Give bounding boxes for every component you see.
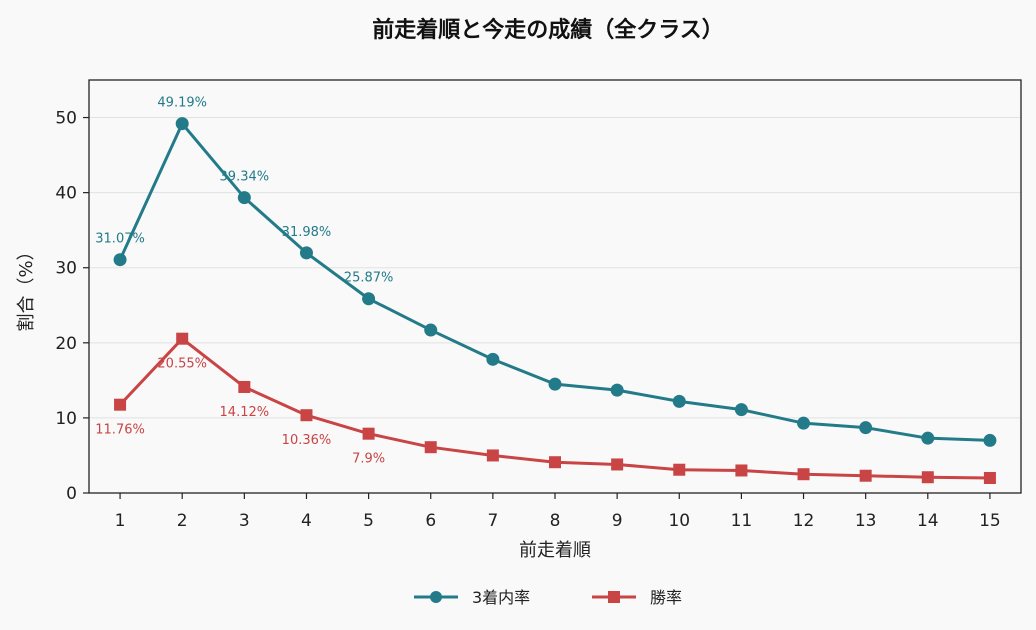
x-tick-label: 3: [239, 511, 250, 531]
series-1-point: [610, 383, 624, 397]
series-layer: [113, 117, 997, 484]
series-2-point: [486, 449, 499, 462]
data-label: 25.87%: [344, 271, 394, 286]
x-axis-label: 前走着順: [519, 540, 591, 561]
series-1-point: [734, 403, 748, 417]
legend-item-series-2: 勝率: [592, 588, 682, 607]
series-1-point: [113, 253, 127, 267]
legend-label-series-2: 勝率: [650, 588, 682, 607]
series-1-point: [175, 117, 189, 131]
x-tick-label: 14: [917, 511, 939, 531]
y-tick-label: 40: [55, 184, 77, 204]
x-tick-label: 12: [793, 511, 815, 531]
series-1-point: [362, 292, 376, 306]
series-2-point: [424, 441, 437, 454]
series-1-point: [486, 352, 500, 366]
grid-lines: [89, 117, 1021, 419]
x-tick-label: 15: [979, 511, 1001, 531]
data-labels: 31.07% 49.19% 39.34% 31.98% 25.87% 11.76% 20.5…: [95, 96, 393, 467]
series-2-point: [362, 427, 375, 440]
series-1-point: [299, 246, 313, 260]
legend-label-series-1: 3着内率: [472, 588, 530, 607]
x-tick-label: 11: [731, 511, 753, 531]
x-tick-label: 5: [363, 511, 374, 531]
x-tick-label: 4: [301, 511, 312, 531]
data-label: 39.34%: [220, 170, 270, 185]
series-2-point: [238, 380, 251, 393]
series-2-point: [921, 471, 934, 484]
series-1-point: [797, 416, 811, 430]
series-1-point: [859, 421, 873, 435]
series-2-point: [611, 458, 624, 471]
x-tick-label: 1: [115, 511, 126, 531]
x-tick-label: 7: [487, 511, 498, 531]
x-tick-label: 10: [668, 511, 690, 531]
x-tick-label: 8: [550, 511, 561, 531]
series-1-point: [237, 191, 251, 205]
series-1-point: [921, 431, 935, 445]
y-tick-label: 10: [55, 409, 77, 429]
series-1-point: [424, 323, 438, 337]
series-1-point: [548, 377, 562, 391]
legend-marker-series-2: [608, 591, 620, 603]
data-label: 11.76%: [95, 423, 145, 438]
legend: 3着内率 勝率: [414, 588, 682, 607]
y-tick-label: 20: [55, 334, 77, 354]
chart-title: 前走着順と今走の成績（全クラス）: [372, 17, 724, 43]
series-2-point: [176, 332, 189, 345]
data-label: 10.36%: [282, 433, 332, 448]
series-2: [114, 332, 996, 484]
y-tick-label: 50: [55, 109, 77, 129]
y-tick-label: 0: [66, 484, 77, 504]
legend-item-series-1: 3着内率: [414, 588, 530, 607]
data-label: 31.07%: [95, 232, 145, 247]
series-2-point: [114, 398, 127, 411]
data-label: 31.98%: [282, 225, 332, 240]
series-2-point: [983, 471, 996, 484]
data-label: 7.9%: [352, 452, 385, 467]
x-tick-label: 6: [425, 511, 436, 531]
series-2-point: [549, 456, 561, 469]
legend-marker-series-1: [430, 591, 442, 603]
series-1-point: [983, 433, 997, 447]
x-tick-label: 2: [177, 511, 188, 531]
data-label: 14.12%: [220, 405, 270, 420]
data-label: 49.19%: [157, 96, 207, 111]
y-axis-label: 割合（%）: [16, 242, 37, 331]
x-tick-label: 9: [612, 511, 623, 531]
y-tick-label: 30: [55, 259, 77, 279]
series-2-point: [735, 464, 748, 477]
series-2-point: [859, 469, 872, 482]
series-2-point: [673, 463, 686, 476]
series-2-point: [797, 468, 810, 481]
series-2-point: [300, 409, 313, 422]
series-1: [113, 117, 997, 447]
data-label: 20.55%: [157, 357, 207, 372]
x-tick-label: 13: [855, 511, 877, 531]
series-1-point: [672, 394, 686, 408]
